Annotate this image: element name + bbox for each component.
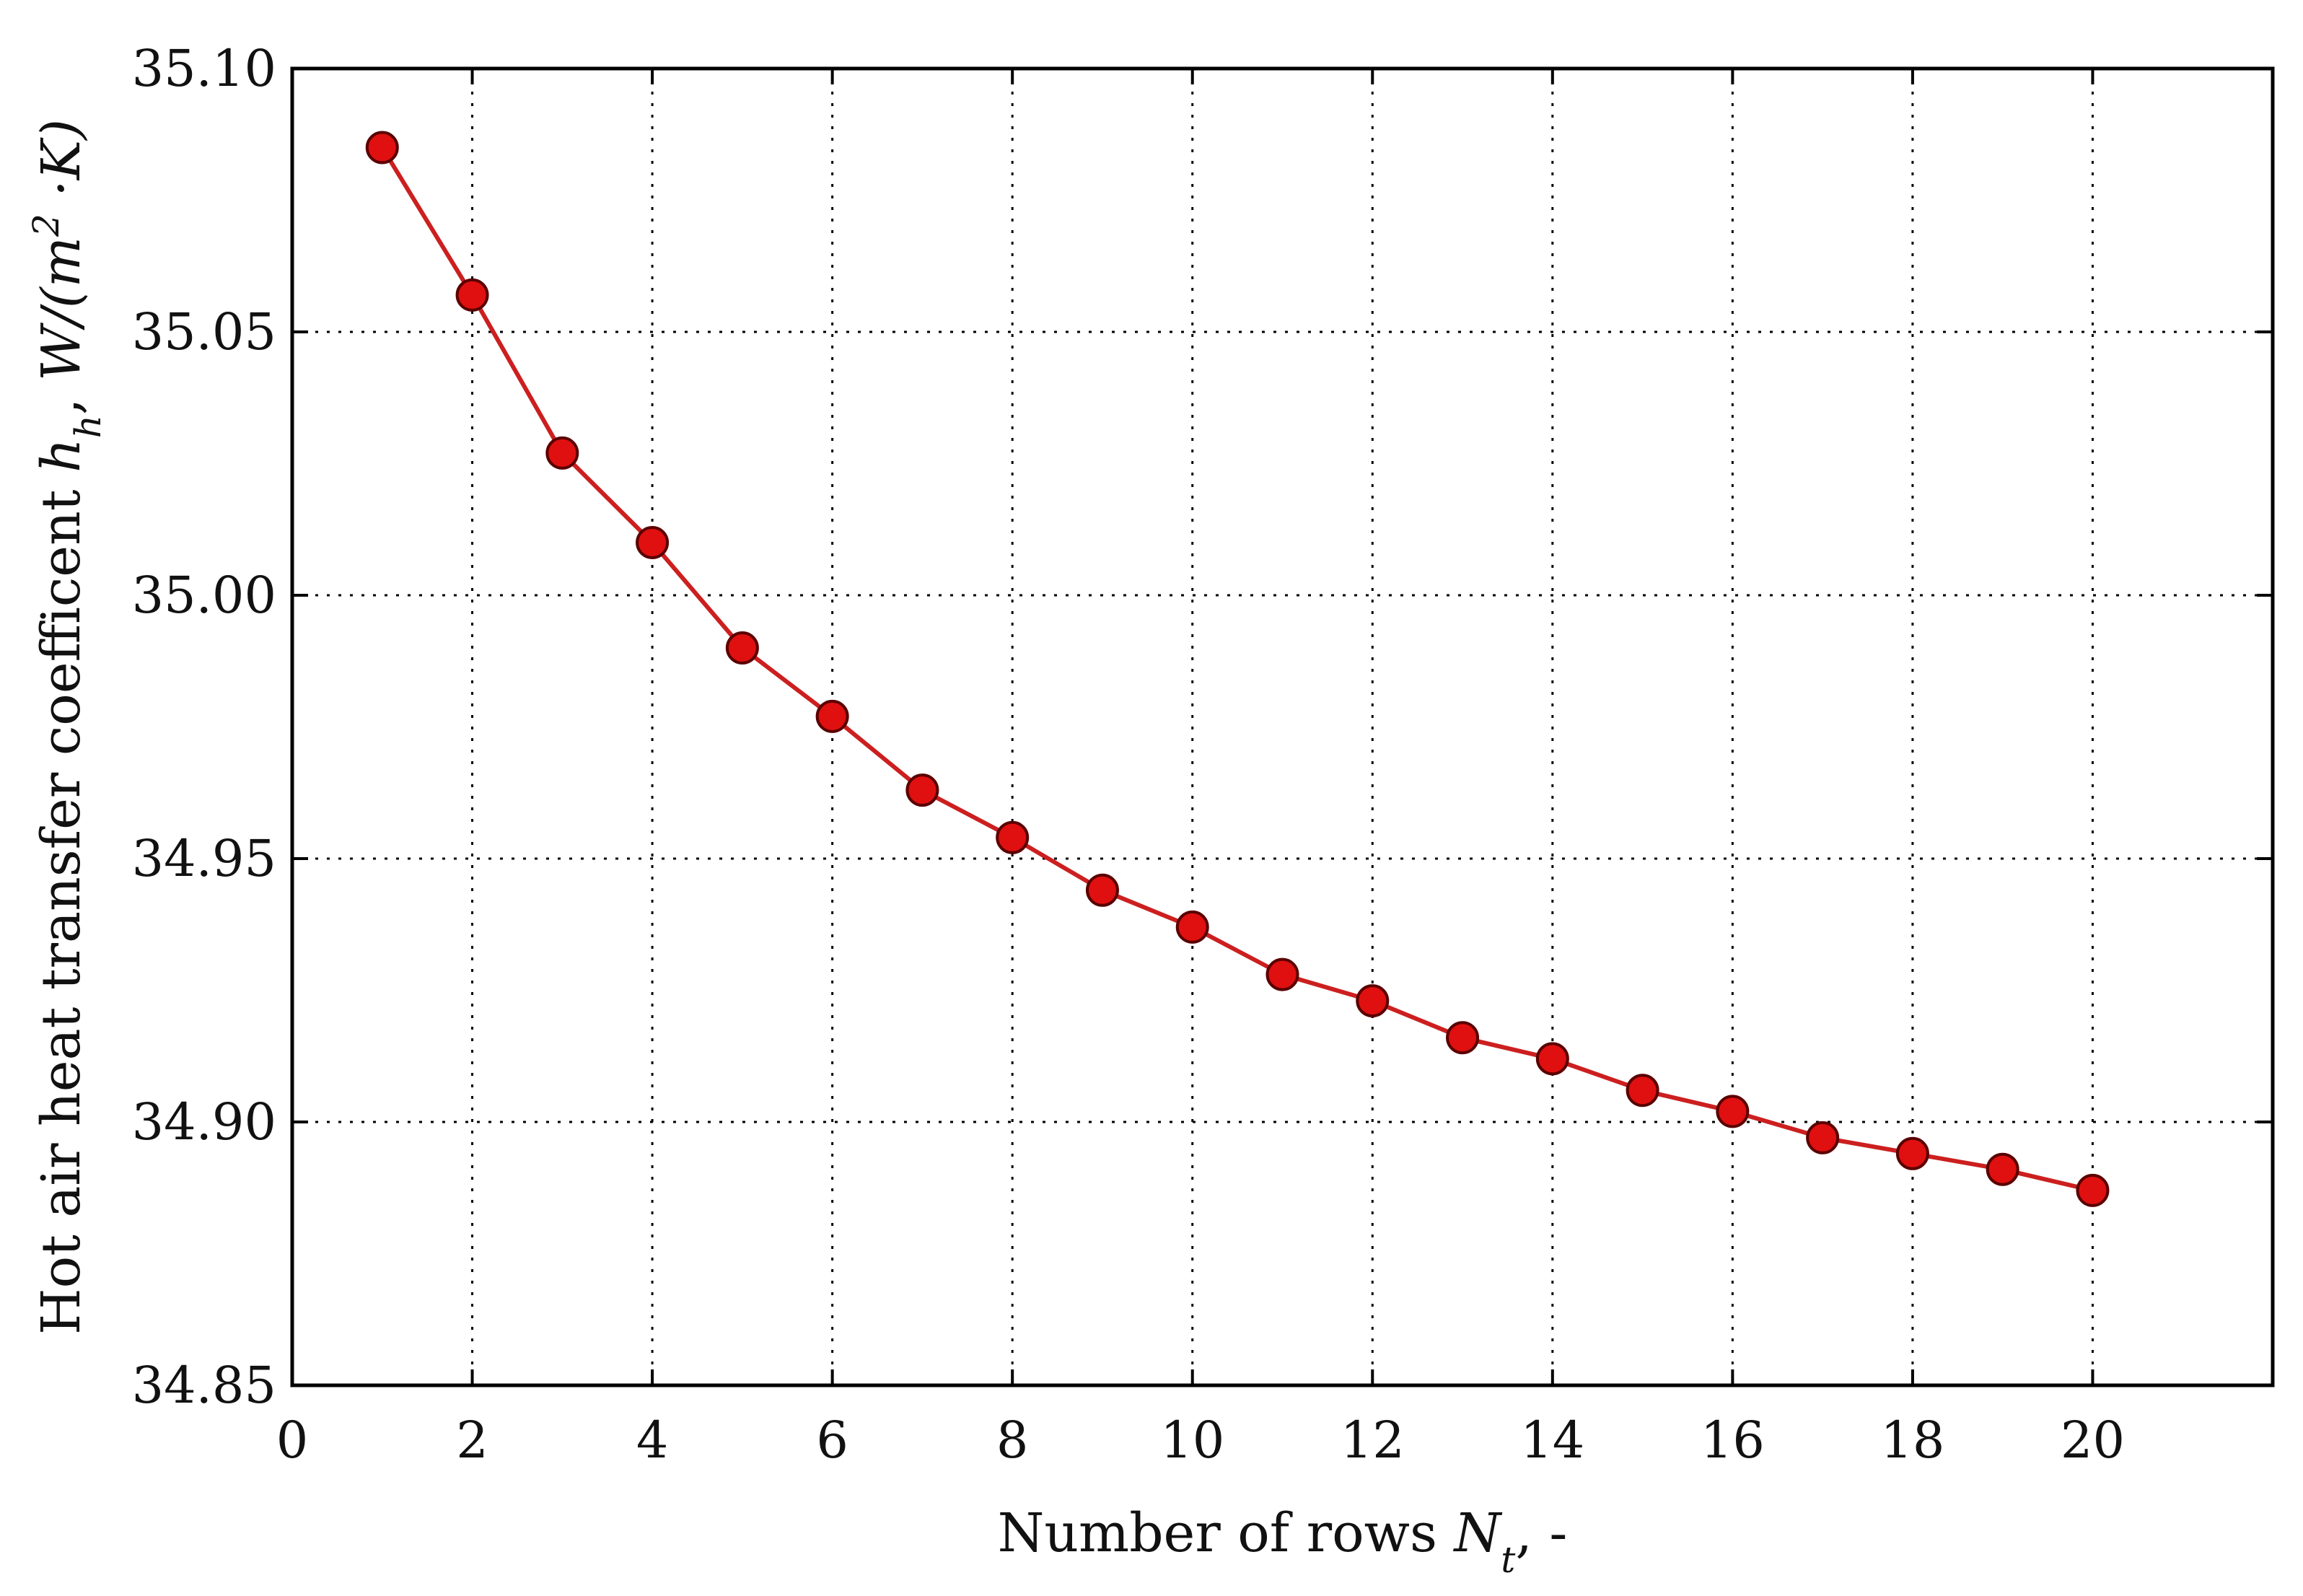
x-tick-label: 4	[636, 1411, 669, 1470]
data-point	[1446, 1021, 1480, 1055]
y-axis-ticks: 34.85 34.90 34.95 35.00 35.05 35.10	[132, 39, 2273, 1415]
x-tick-label: 20	[2061, 1411, 2125, 1470]
data-points	[365, 131, 2110, 1207]
x-tick-label: 18	[1880, 1411, 1944, 1470]
y-axis-label-unit-rest: ·K)	[30, 119, 92, 214]
x-axis-label-subscript: t	[1501, 1539, 1516, 1581]
data-point	[996, 820, 1030, 854]
data-point	[636, 526, 670, 559]
series-line	[380, 146, 2094, 1193]
data-point	[1626, 1074, 1659, 1108]
data-point	[725, 631, 759, 665]
y-axis-label-unit: W/(m	[30, 237, 92, 381]
y-axis-label-separator: ,	[30, 381, 92, 415]
data-point	[1085, 873, 1119, 907]
y-axis-label-text: Hot air heat transfer coefficent	[30, 473, 92, 1335]
x-axis-label: Number of rows Nt, -	[998, 1502, 1568, 1581]
x-tick-label: 0	[276, 1411, 309, 1470]
data-point	[365, 131, 399, 165]
data-point	[1356, 984, 1390, 1018]
y-axis-label-unit-exponent: 2	[25, 214, 67, 237]
y-tick-label: 34.85	[132, 1356, 276, 1415]
y-tick-label: 35.05	[132, 302, 276, 361]
y-tick-label: 35.00	[132, 566, 276, 625]
data-point	[815, 699, 849, 733]
data-point	[1895, 1136, 1929, 1170]
y-tick-label: 34.95	[132, 829, 276, 888]
y-axis-label: Hot air heat transfer coefficent hh, W/(…	[25, 119, 109, 1335]
data-point	[1716, 1095, 1750, 1128]
grid-lines	[291, 67, 2273, 1387]
data-point	[1535, 1042, 1569, 1076]
plot-area-frame	[290, 66, 2275, 1387]
data-point	[455, 278, 489, 312]
x-tick-label: 8	[996, 1411, 1029, 1470]
data-point	[905, 773, 939, 807]
x-tick-label: 2	[456, 1411, 488, 1470]
y-tick-label: 35.10	[132, 39, 276, 98]
y-axis-label-subscript: h	[67, 415, 109, 438]
x-axis-label-symbol: N	[1452, 1502, 1502, 1564]
y-axis-label-symbol: h	[30, 438, 92, 473]
data-point	[545, 436, 579, 470]
data-point	[1175, 910, 1209, 944]
data-point	[1265, 957, 1299, 991]
x-tick-label: 10	[1160, 1411, 1224, 1470]
x-tick-label: 12	[1341, 1411, 1405, 1470]
x-axis-label-text: Number of rows	[998, 1502, 1455, 1564]
series-lines	[380, 146, 2094, 1193]
y-tick-label: 34.90	[132, 1092, 276, 1152]
x-tick-label: 14	[1520, 1411, 1584, 1470]
x-tick-label: 16	[1701, 1411, 1765, 1470]
x-axis-label-suffix: , -	[1515, 1502, 1567, 1564]
data-point	[1806, 1121, 1840, 1154]
data-point	[2076, 1173, 2110, 1207]
x-axis-ticks: 0 2 4 6 8 10 12 14 16 18 20	[276, 69, 2125, 1470]
data-point	[1986, 1152, 2019, 1186]
x-tick-label: 6	[816, 1411, 848, 1470]
